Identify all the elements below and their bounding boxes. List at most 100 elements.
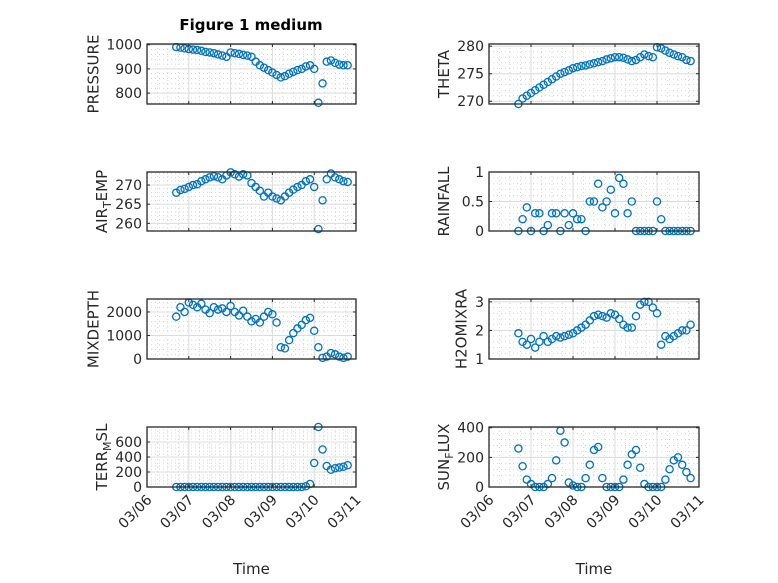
data-point <box>614 173 624 183</box>
data-point <box>335 352 344 361</box>
data-point <box>272 318 281 327</box>
y-tick-label: 270 <box>457 94 484 110</box>
data-point <box>644 297 653 307</box>
data-point <box>602 197 611 206</box>
data-point <box>627 56 637 66</box>
y-axis-label: THETA <box>435 49 453 99</box>
data-point <box>543 337 553 347</box>
data-point <box>547 74 557 84</box>
data-point <box>623 323 632 332</box>
data-point <box>560 67 569 77</box>
data-point <box>589 197 599 206</box>
data-point <box>686 320 695 329</box>
y-axis-label-part: EMP <box>93 170 111 201</box>
data-point <box>339 61 348 70</box>
data-point <box>640 50 649 59</box>
data-point <box>627 197 637 206</box>
data-point <box>326 56 336 65</box>
y-tick-label: 3 <box>475 295 484 311</box>
data-point <box>209 48 219 58</box>
data-point <box>234 172 244 181</box>
data-point <box>635 463 645 472</box>
data-point <box>581 473 590 483</box>
data-point <box>263 65 273 75</box>
data-point <box>627 323 637 332</box>
data-point <box>581 61 590 70</box>
y-axis-label: RAINFALL <box>435 166 453 237</box>
y-axis-label: TERRMSL <box>93 423 114 492</box>
y-axis-label-part: H2OMIXRA <box>452 288 470 369</box>
data-point <box>635 52 645 62</box>
axes-background <box>489 299 699 359</box>
y-axis-label: MIXDEPTH <box>85 290 103 368</box>
data-point <box>648 52 658 62</box>
data-point <box>602 55 611 64</box>
data-point <box>572 326 582 335</box>
data-point <box>330 463 340 473</box>
y-tick-label: 0.5 <box>462 195 484 211</box>
data-point <box>619 475 628 484</box>
y-axis-label-subscript: M <box>101 441 114 451</box>
data-series <box>514 43 695 109</box>
data-point <box>335 175 344 184</box>
x-axis-label: Time <box>575 560 613 578</box>
data-point <box>255 186 265 196</box>
data-point <box>539 80 548 89</box>
axes-box <box>146 171 357 232</box>
data-point <box>551 456 561 465</box>
data-point <box>682 467 691 477</box>
data-point <box>530 85 540 95</box>
figure-title: Figure 1 medium <box>179 16 322 34</box>
y-axis-label: H2OMIXRA <box>452 288 470 369</box>
data-point <box>330 58 340 68</box>
y-axis-label-subscript: T <box>101 201 114 209</box>
data-point <box>289 185 298 194</box>
data-point <box>330 350 340 359</box>
data-point <box>682 326 691 335</box>
data-point <box>627 450 637 459</box>
data-point <box>259 312 269 321</box>
data-series <box>514 297 695 352</box>
data-point <box>276 73 286 82</box>
data-point <box>682 55 691 65</box>
data-point <box>518 462 527 471</box>
data-point <box>255 318 265 327</box>
data-point <box>631 55 641 65</box>
data-point <box>648 303 658 312</box>
data-point <box>226 48 235 57</box>
data-point <box>606 309 616 318</box>
data-point <box>623 460 632 470</box>
y-tick-label: 0 <box>475 224 484 240</box>
data-point <box>560 438 569 447</box>
data-point <box>522 475 532 484</box>
axes-box <box>146 43 357 105</box>
data-point <box>301 481 311 491</box>
data-point <box>686 473 695 483</box>
data-point <box>180 44 189 53</box>
data-point <box>176 185 185 195</box>
data-point <box>213 305 223 314</box>
data-point <box>518 337 527 347</box>
data-point <box>201 47 210 57</box>
data-point <box>309 182 319 192</box>
data-point <box>606 54 616 63</box>
data-point <box>526 88 536 98</box>
data-point <box>293 65 302 75</box>
data-point <box>522 203 532 212</box>
data-point <box>180 184 189 194</box>
y-axis-label-part: RAINFALL <box>435 166 453 237</box>
data-point <box>635 300 645 309</box>
data-point <box>593 310 603 319</box>
data-point <box>314 98 323 108</box>
data-point <box>230 48 240 58</box>
data-point <box>172 188 181 197</box>
data-point <box>284 69 294 79</box>
data-point <box>669 331 679 341</box>
y-axis-label-part: AIR <box>93 208 111 233</box>
y-tick-label: 400 <box>457 421 484 437</box>
subplot-rainfall: 0 0.5 1 RAINFALL <box>435 165 700 240</box>
data-series <box>172 298 352 363</box>
data-point <box>656 340 666 349</box>
data-point <box>234 49 244 59</box>
